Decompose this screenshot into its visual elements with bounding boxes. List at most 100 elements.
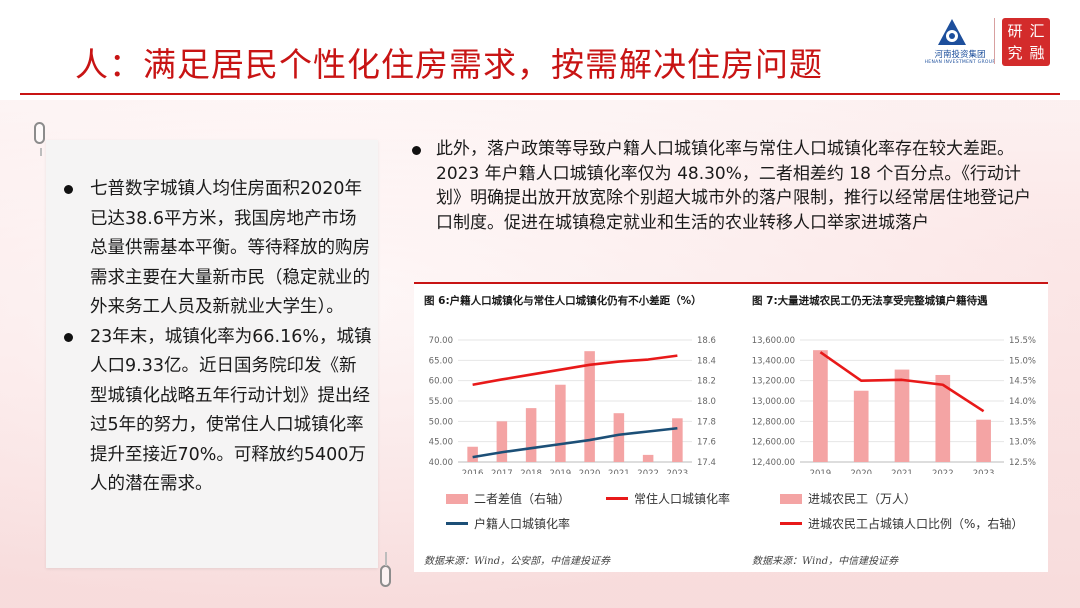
y-tick-label: 70.00: [429, 336, 453, 346]
x-tick-label: 2020: [579, 469, 601, 474]
y-tick-label: 55.00: [429, 397, 453, 407]
y2-tick-label: 18.4: [697, 356, 716, 366]
company-logo: 河南投资集团 HENAN INVESTMENT GROUP: [920, 18, 1010, 68]
x-tick-label: 2022: [932, 469, 954, 474]
x-tick-label: 2016: [462, 469, 484, 474]
legend-migrant-share: 进城农民工占城镇人口比例（%，右轴）: [780, 515, 1023, 532]
legend-resident-rate: 常住人口城镇化率: [606, 490, 730, 507]
chart-line-0: [819, 351, 985, 413]
binder-ring-icon: [380, 565, 391, 587]
chart-bar: [496, 421, 508, 462]
chart-bar: [467, 446, 478, 462]
logo-subtitle: HENAN INVESTMENT GROUP: [924, 60, 996, 65]
x-tick-label: 2022: [637, 469, 659, 474]
right-bullet: 此外，落户政策等导致户籍人口城镇化率与常住人口城镇化率存在较大差距。2023 年…: [412, 137, 1042, 235]
chart-bar: [894, 369, 910, 462]
y-tick-label: 12,800.00: [752, 417, 795, 427]
y-tick-label: 12,400.00: [752, 458, 795, 468]
chart-bar: [584, 351, 595, 462]
chart6-title: 图 6:户籍人口城镇化与常住人口城镇化仍有不小差距（%）: [424, 295, 702, 307]
legend-label: 常住人口城镇化率: [634, 492, 731, 506]
y-tick-label: 50.00: [429, 417, 453, 427]
y-tick-label: 13,200.00: [752, 377, 795, 387]
y2-tick-label: 17.6: [697, 438, 716, 448]
y-tick-label: 13,600.00: [752, 336, 795, 346]
y-tick-label: 13,400.00: [752, 356, 795, 366]
chart7-source: 数据来源：Wind，中信建投证券: [752, 556, 899, 567]
x-tick-label: 2021: [891, 469, 913, 474]
y-tick-label: 65.00: [429, 356, 453, 366]
x-tick-label: 2023: [667, 469, 689, 474]
legend-gap-bar: 二者差值（右轴）: [446, 490, 570, 507]
y2-tick-label: 15.5%: [1009, 336, 1036, 346]
y2-tick-label: 12.5%: [1009, 458, 1036, 468]
header-divider: [994, 18, 995, 64]
seal-char: 研: [1007, 22, 1023, 40]
chart-bar: [935, 374, 951, 462]
chart-bar: [813, 350, 828, 462]
logo-mark-icon: [938, 19, 966, 45]
chart7-title: 图 7:大量进城农民工仍无法享受完整城镇户籍待遇: [752, 295, 988, 307]
bullet-housing-area: 七普数字城镇人均住房面积2020年已达38.6平方米，我国房地产市场总量供需基本…: [62, 175, 372, 323]
x-tick-label: 2019: [810, 469, 832, 474]
bullet-dot-icon: [412, 146, 421, 155]
legend-line-swatch: [780, 522, 802, 525]
legend-label: 二者差值（右轴）: [474, 492, 571, 506]
legend-label: 户籍人口城镇化率: [474, 517, 571, 531]
seal-char: 汇: [1029, 22, 1045, 40]
legend-bar-swatch: [780, 493, 802, 504]
binder-ring-icon: [34, 122, 45, 144]
chart-bar: [613, 413, 625, 462]
y2-tick-label: 18.6: [697, 336, 716, 346]
x-tick-label: 2020: [850, 469, 872, 474]
chart-bar: [555, 384, 566, 462]
chart-line-0: [472, 354, 678, 387]
y2-tick-label: 17.4: [697, 458, 716, 468]
y2-tick-label: 15.0%: [1009, 356, 1036, 366]
y-tick-label: 40.00: [429, 458, 453, 468]
legend-line-swatch: [446, 522, 468, 525]
legend-registered-rate: 户籍人口城镇化率: [446, 515, 570, 532]
chart-bar: [672, 418, 683, 462]
x-tick-label: 2018: [520, 469, 542, 474]
y-tick-label: 60.00: [429, 377, 453, 387]
y2-tick-label: 18.2: [697, 377, 716, 387]
chart7-svg: 12,400.00 12,600.00 12,800.00 13,000.00 13,2…: [752, 336, 1036, 474]
seal-char: 融: [1029, 44, 1045, 62]
y-tick-label: 13,000.00: [752, 397, 795, 407]
title-underline: [20, 93, 1060, 95]
y-tick-label: 12,600.00: [752, 438, 795, 448]
y2-tick-label: 13.0%: [1009, 438, 1036, 448]
chart-bar: [853, 390, 869, 462]
chart-bar: [525, 408, 537, 462]
ring-stem: [40, 148, 42, 156]
y2-tick-label: 13.5%: [1009, 417, 1036, 427]
x-tick-label: 2021: [608, 469, 630, 474]
right-paragraph-text: 此外，落户政策等导致户籍人口城镇化率与常住人口城镇化率存在较大差距。2023 年…: [436, 139, 1031, 233]
legend-line-swatch: [606, 497, 628, 500]
charts-card: 图 6:户籍人口城镇化与常住人口城镇化仍有不小差距（%） 图 7:大量进城农民工…: [414, 282, 1048, 572]
x-tick-label: 2019: [550, 469, 572, 474]
seal-char: 究: [1007, 44, 1023, 62]
y2-tick-label: 14.5%: [1009, 377, 1036, 387]
chart-bar: [642, 454, 654, 462]
chart6-source: 数据来源：Wind，公安部，中信建投证券: [424, 556, 611, 567]
y2-tick-label: 14.0%: [1009, 397, 1036, 407]
chart-line-1: [472, 426, 678, 459]
legend-label: 进城农民工（万人）: [808, 492, 917, 506]
y-tick-label: 45.00: [429, 438, 453, 448]
page-title: 人：满足居民个性化住房需求，按需解决住房问题: [75, 45, 823, 84]
chart6-svg: 40.00 45.00 50.00 55.00 60.00 65.00 70.00 17.4 1…: [429, 336, 716, 474]
research-seal-icon: 研 汇 究 融: [1002, 18, 1050, 66]
left-text-card: [46, 140, 378, 568]
ring-stem: [385, 552, 387, 566]
x-tick-label: 2023: [973, 469, 995, 474]
y2-tick-label: 17.8: [697, 417, 716, 427]
legend-bar-swatch: [446, 493, 468, 504]
y2-tick-label: 18.0: [697, 397, 716, 407]
x-tick-label: 2017: [491, 469, 513, 474]
legend-migrant-bar: 进城农民工（万人）: [780, 490, 916, 507]
chart-bar: [976, 419, 991, 462]
left-bullet-list: 七普数字城镇人均住房面积2020年已达38.6平方米，我国房地产市场总量供需基本…: [62, 175, 372, 500]
